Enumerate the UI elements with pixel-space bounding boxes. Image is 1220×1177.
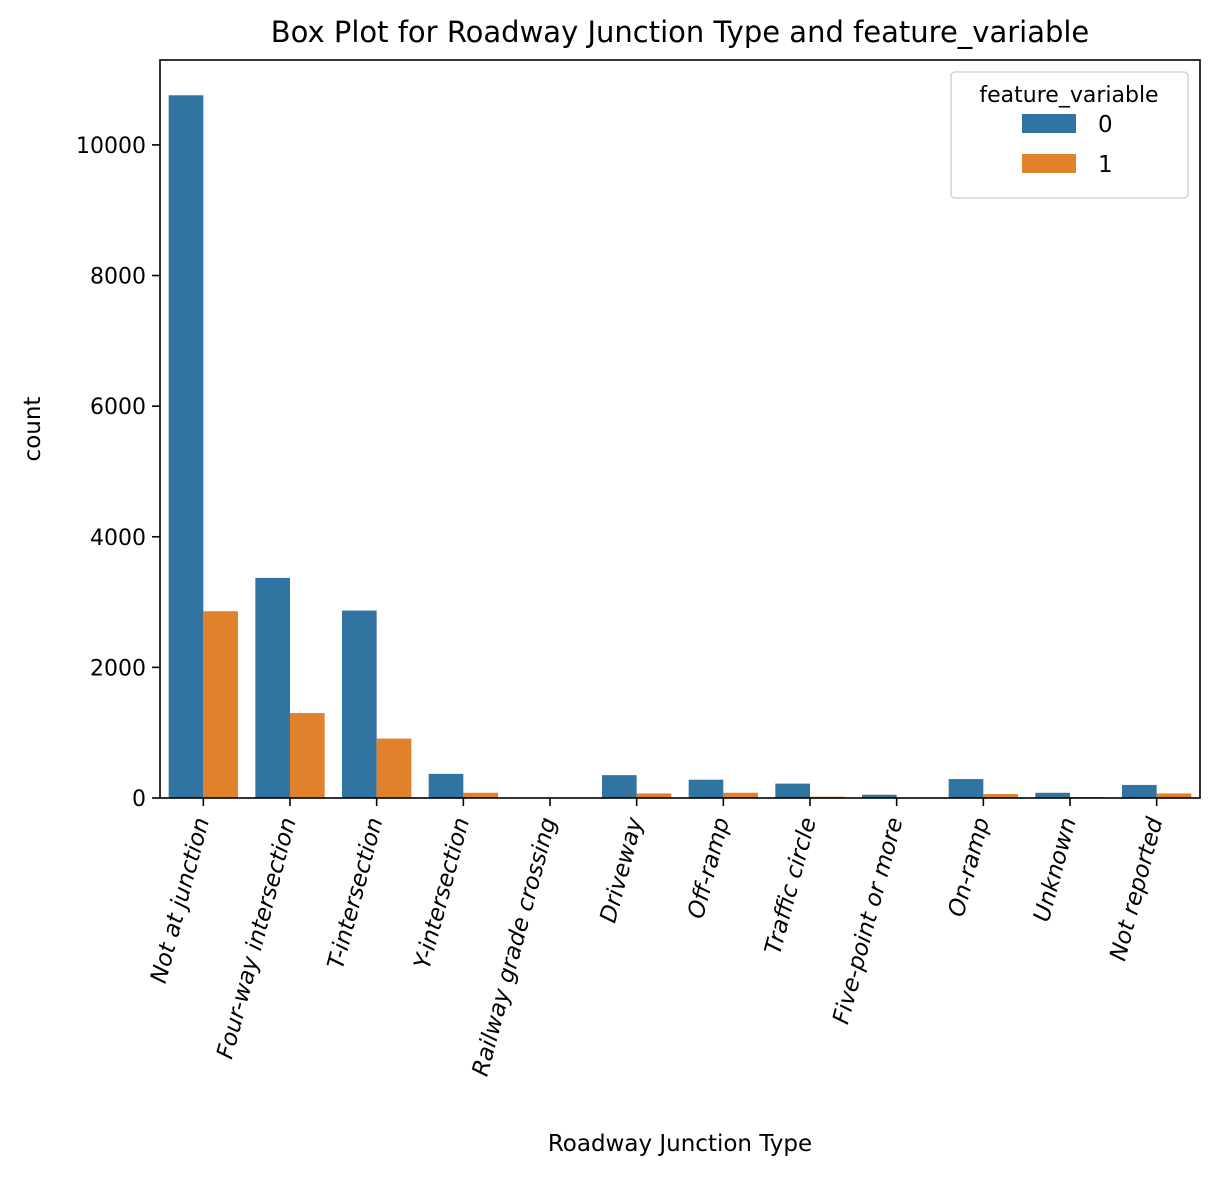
y-tick-label-0: 0: [132, 787, 146, 812]
bar-series-1-6: [723, 792, 758, 798]
bar-series-1-5: [636, 793, 672, 798]
bar-series-0-3: [428, 773, 464, 798]
bar-series-1-11: [1156, 793, 1192, 798]
x-tick-label-8: Five-point or more: [828, 815, 908, 1027]
x-tick-label-6: Off-ramp: [683, 815, 735, 922]
bar-series-0-9: [948, 779, 984, 798]
bar-series-0-8: [862, 794, 897, 798]
bar-series-0-2: [342, 610, 377, 798]
y-tick-label-4: 8000: [90, 265, 146, 290]
y-tick-label-2: 4000: [90, 526, 146, 551]
bar-series-0-5: [602, 775, 637, 798]
bar-series-0-7: [775, 783, 810, 798]
y-axis-label: count: [20, 397, 46, 462]
bar-series-1-3: [463, 792, 498, 798]
bar-series-0-11: [1122, 784, 1157, 798]
x-tick-label-1: Four-way intersection: [212, 815, 301, 1062]
bar-series-0-6: [688, 779, 724, 798]
legend: feature_variable 0 1: [950, 71, 1189, 199]
bars-group: [168, 95, 1192, 798]
x-tick-label-7: Traffic circle: [760, 815, 821, 957]
legend-title: feature_variable: [979, 83, 1158, 108]
bar-series-1-0: [203, 611, 238, 798]
x-tick-label-5: Driveway: [595, 814, 648, 925]
y-tick-label-1: 2000: [90, 656, 146, 681]
x-tick-label-10: Unknown: [1029, 815, 1082, 925]
x-tick-label-4: Railway grade crossing: [468, 815, 562, 1079]
y-tick-label-5: 10000: [76, 134, 146, 159]
chart-title: Box Plot for Roadway Junction Type and f…: [271, 15, 1090, 49]
legend-label-1: 1: [1098, 152, 1113, 178]
bar-series-0-1: [255, 577, 290, 798]
x-tick-label-9: On-ramp: [944, 815, 995, 920]
y-tick-label-3: 6000: [90, 395, 146, 420]
x-tick-label-2: T-intersection: [323, 815, 388, 972]
legend-label-0: 0: [1098, 112, 1113, 138]
bar-series-1-2: [376, 738, 412, 798]
bar-series-0-0: [168, 95, 204, 798]
bar-series-1-9: [983, 794, 1018, 798]
x-tick-label-0: Not at junction: [146, 815, 215, 986]
x-tick-label-11: Not reported: [1105, 814, 1168, 963]
plot-frame: [159, 59, 1201, 799]
x-tick-label-3: Y-intersection: [410, 815, 475, 972]
legend-swatch-0: [1022, 114, 1076, 133]
x-axis-label: Roadway Junction Type: [548, 1131, 812, 1157]
bar-series-1-1: [290, 713, 325, 798]
legend-box: [950, 71, 1189, 199]
bar-series-0-10: [1035, 792, 1070, 798]
legend-swatch-1: [1022, 154, 1076, 173]
y-axis: 0 2000 4000 6000 8000 10000: [76, 134, 160, 812]
